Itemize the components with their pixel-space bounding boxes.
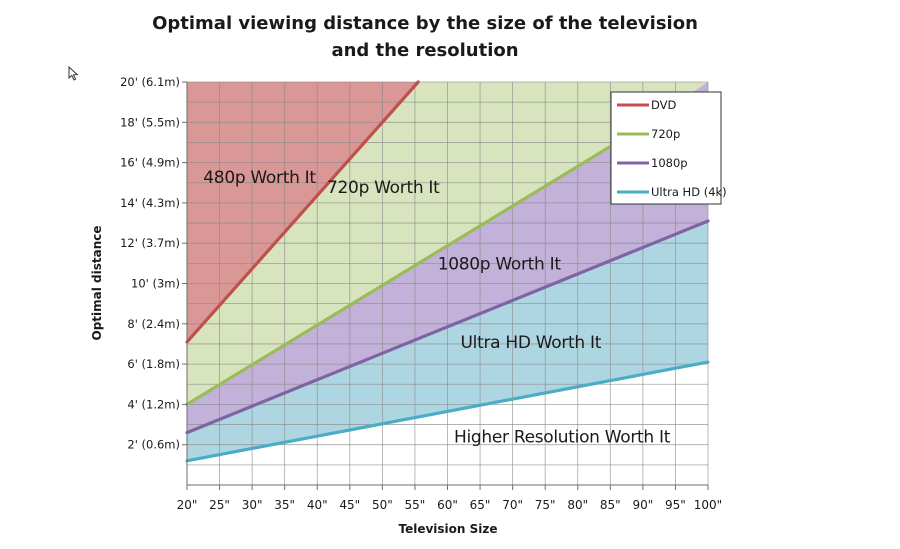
x-tick-label: 80" — [567, 498, 588, 512]
chart-title-line2: and the resolution — [331, 40, 519, 61]
legend-label: 720p — [651, 127, 680, 141]
region-label: 720p Worth It — [327, 178, 440, 198]
legend-box — [610, 91, 722, 205]
region-label: 1080p Worth It — [438, 254, 562, 274]
y-tick-label: 4' (1.2m) — [127, 397, 180, 411]
y-tick-label: 20' (6.1m) — [120, 75, 180, 89]
series-line-720p — [185, 144, 612, 406]
x-tick-label: 45" — [339, 498, 360, 512]
y-tick-label: 8' (2.4m) — [127, 317, 180, 331]
y-tick-label: 12' (3.7m) — [120, 236, 180, 250]
x-tick-label: 85" — [600, 498, 621, 512]
chart-title: Optimal viewing distance by the size of … — [0, 10, 850, 64]
region-labels: 480p Worth It 720p Worth It 1080p Worth It… — [203, 168, 671, 448]
legend-label: Ultra HD (4k) — [651, 185, 727, 199]
x-axis-title: Television Size — [398, 522, 497, 536]
y-tick-labels: 2' (0.6m) 4' (1.2m) 6' (1.8m) 8' (2.4m) 10' … — [120, 75, 187, 452]
x-tick-labels: 20" 25" 30" 35" 40" 45" 50" 55" 60" 65" 70" 75" 80" 8… — [177, 485, 722, 512]
y-tick-label: 18' (5.5m) — [120, 115, 180, 129]
x-tick-label: 65" — [470, 498, 491, 512]
region-label: 480p Worth It — [203, 168, 316, 188]
series-line-ultra-hd-4k — [185, 360, 710, 463]
y-tick-label: 16' (4.9m) — [120, 156, 180, 170]
legend-label: 1080p — [651, 156, 688, 170]
x-tick-label: 25" — [209, 498, 230, 512]
chart-title-line1: Optimal viewing distance by the size of … — [152, 13, 698, 34]
legend-label: DVD — [651, 98, 677, 112]
region-label: Higher Resolution Worth It — [454, 428, 671, 448]
x-tick-label: 90" — [632, 498, 653, 512]
y-tick-label: 10' (3m) — [131, 277, 180, 291]
y-axis-title: Optimal distance — [90, 225, 104, 340]
series-line-1080p — [185, 219, 710, 435]
legend: DVD 720p 1080p Ultra HD (4k) — [610, 91, 727, 205]
x-tick-label: 60" — [437, 498, 458, 512]
x-tick-label: 20" — [177, 498, 198, 512]
x-tick-label: 55" — [405, 498, 426, 512]
y-tick-label: 14' (4.3m) — [120, 196, 180, 210]
x-tick-label: 100" — [694, 498, 722, 512]
x-tick-label: 40" — [307, 498, 328, 512]
mouse-cursor-icon — [68, 66, 79, 81]
x-tick-label: 70" — [502, 498, 523, 512]
x-tick-label: 30" — [242, 498, 263, 512]
x-tick-label: 95" — [665, 498, 686, 512]
series-line-dvd — [185, 80, 420, 344]
x-tick-label: 75" — [535, 498, 556, 512]
series-lines — [185, 80, 710, 463]
region-label: Ultra HD Worth It — [461, 333, 602, 353]
x-tick-label: 35" — [274, 498, 295, 512]
x-tick-label: 50" — [372, 498, 393, 512]
y-tick-label: 6' (1.8m) — [127, 357, 180, 371]
y-tick-label: 2' (0.6m) — [127, 438, 180, 452]
